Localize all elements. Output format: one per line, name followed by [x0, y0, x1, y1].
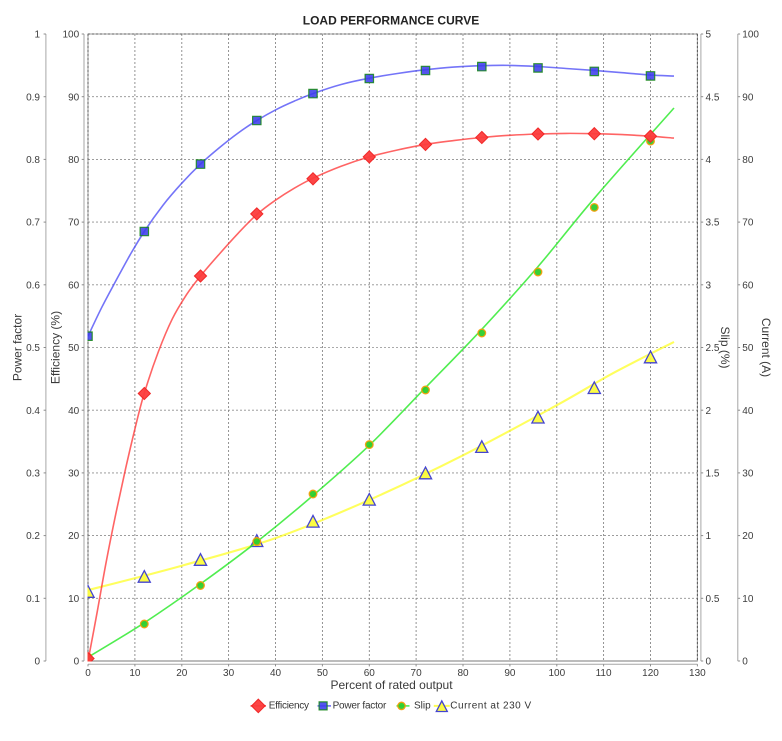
svg-text:10: 10 [742, 594, 754, 605]
svg-text:Current (A): Current (A) [759, 318, 773, 377]
svg-text:30: 30 [223, 668, 235, 679]
svg-text:LOAD PERFORMANCE CURVE: LOAD PERFORMANCE CURVE [303, 14, 479, 28]
svg-text:50: 50 [68, 343, 80, 354]
svg-text:40: 40 [68, 406, 80, 417]
svg-text:100: 100 [63, 30, 80, 41]
svg-text:0.8: 0.8 [26, 155, 40, 166]
svg-text:0.3: 0.3 [26, 469, 40, 480]
svg-text:0: 0 [706, 657, 712, 668]
svg-text:70: 70 [742, 218, 754, 229]
svg-text:3.5: 3.5 [706, 218, 720, 229]
svg-text:0.5: 0.5 [706, 594, 720, 605]
svg-text:Efficiency: Efficiency [269, 701, 309, 712]
svg-text:40: 40 [270, 668, 282, 679]
svg-text:70: 70 [68, 218, 80, 229]
svg-text:80: 80 [457, 668, 469, 679]
svg-text:4.5: 4.5 [706, 92, 720, 103]
svg-text:1.5: 1.5 [706, 469, 720, 480]
svg-text:0: 0 [742, 657, 748, 668]
svg-text:50: 50 [742, 343, 754, 354]
svg-text:120: 120 [642, 668, 659, 679]
svg-text:90: 90 [504, 668, 516, 679]
svg-text:1: 1 [706, 531, 712, 542]
svg-text:10: 10 [68, 594, 80, 605]
svg-text:110: 110 [596, 668, 612, 679]
svg-text:0.5: 0.5 [26, 343, 40, 354]
svg-text:100: 100 [742, 30, 759, 41]
svg-text:60: 60 [68, 280, 80, 291]
svg-text:2.5: 2.5 [706, 343, 720, 354]
svg-text:0.1: 0.1 [26, 594, 40, 605]
svg-text:70: 70 [411, 668, 423, 679]
svg-text:0.7: 0.7 [26, 218, 40, 229]
svg-text:Percent of rated output: Percent of rated output [330, 678, 453, 692]
svg-text:80: 80 [742, 155, 754, 166]
svg-text:5: 5 [706, 30, 712, 41]
svg-text:10: 10 [129, 668, 141, 679]
svg-text:2: 2 [706, 406, 712, 417]
svg-text:80: 80 [68, 155, 80, 166]
svg-text:Power factor: Power factor [333, 701, 387, 712]
svg-text:3: 3 [706, 280, 712, 291]
svg-text:Slip (%): Slip (%) [718, 326, 732, 368]
svg-text:40: 40 [742, 406, 754, 417]
svg-text:Current at 230 V: Current at 230 V [450, 701, 531, 712]
svg-text:Slip: Slip [414, 701, 431, 712]
svg-text:0.6: 0.6 [26, 280, 40, 291]
svg-text:30: 30 [742, 469, 754, 480]
svg-text:0.4: 0.4 [26, 406, 40, 417]
svg-text:50: 50 [317, 668, 329, 679]
svg-text:Power factor: Power factor [10, 314, 24, 381]
svg-text:20: 20 [68, 531, 80, 542]
svg-text:60: 60 [364, 668, 376, 679]
svg-text:20: 20 [176, 668, 188, 679]
svg-text:30: 30 [68, 469, 80, 480]
svg-text:1: 1 [34, 30, 40, 41]
svg-text:130: 130 [689, 668, 706, 679]
svg-text:90: 90 [68, 92, 80, 103]
svg-text:4: 4 [706, 155, 712, 166]
svg-text:60: 60 [742, 280, 754, 291]
svg-text:0.2: 0.2 [26, 531, 40, 542]
svg-text:0: 0 [34, 657, 40, 668]
svg-text:90: 90 [742, 92, 754, 103]
svg-text:0: 0 [85, 668, 91, 679]
svg-text:0.9: 0.9 [26, 92, 40, 103]
svg-text:100: 100 [548, 668, 565, 679]
svg-text:20: 20 [742, 531, 754, 542]
svg-text:0: 0 [74, 657, 80, 668]
svg-text:Efficiency (%): Efficiency (%) [48, 311, 62, 384]
